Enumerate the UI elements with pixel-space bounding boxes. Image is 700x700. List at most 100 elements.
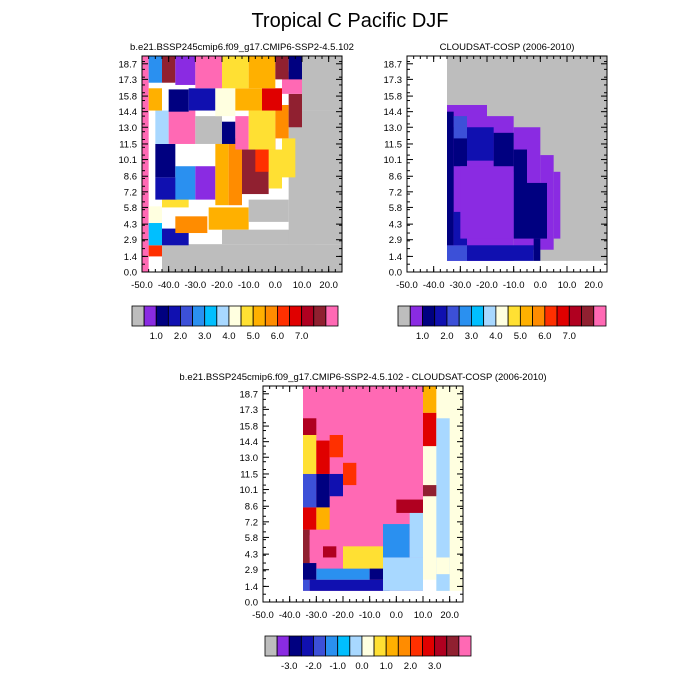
colorbar-label: 4.0 (489, 331, 502, 342)
heatmap-cell (168, 89, 189, 112)
colorbar-box (544, 305, 558, 327)
y-tick-label: 8.6 (124, 172, 137, 183)
y-tick-label: 13.0 (119, 123, 138, 134)
heatmap-cell (329, 434, 343, 458)
panel-title: b.e21.BSSP245cmip6.f09_g17.CMIP6-SSP2-4.… (179, 372, 546, 383)
heatmap-cell (282, 138, 296, 178)
y-tick-label: 17.3 (119, 75, 138, 86)
colorbar-label: 2.0 (174, 331, 187, 342)
x-tick-label: -40.0 (279, 610, 301, 621)
heatmap-cell (513, 149, 527, 239)
colorbar-label: 3.0 (198, 331, 211, 342)
colorbar-box (458, 635, 472, 657)
colorbar-box (593, 305, 607, 327)
heatmap-cell (527, 182, 547, 239)
colorbar-label: 6.0 (538, 331, 551, 342)
colorbar-box (313, 635, 326, 657)
heatmap-cell (323, 546, 337, 558)
heatmap-cell (533, 238, 541, 261)
colorbar-box (300, 635, 314, 657)
colorbar-box (264, 635, 278, 657)
heatmap-cell (423, 485, 437, 497)
colorbar-box (385, 635, 399, 657)
x-tick-label: 0.0 (390, 610, 403, 621)
y-tick-label: 7.2 (389, 187, 402, 198)
colorbar-box (568, 305, 582, 327)
heatmap-cell (303, 579, 310, 591)
x-tick-label: 20.0 (584, 280, 603, 291)
x-tick-label: -20.0 (476, 280, 498, 291)
y-tick-label: 1.4 (245, 582, 258, 593)
y-tick-label: 10.1 (384, 155, 403, 166)
heatmap-cell (303, 429, 317, 474)
heatmap-cell (208, 207, 249, 230)
x-tick-label: 0.0 (269, 280, 282, 291)
y-tick-label: 14.4 (384, 107, 403, 118)
colorbar-label: -3.0 (281, 661, 297, 672)
colorbar-box (581, 305, 595, 327)
heatmap-cell (215, 127, 229, 206)
heatmap-cell (268, 149, 282, 189)
colorbar-box (434, 305, 448, 327)
colorbar-box (446, 305, 460, 327)
x-tick-label: -50.0 (252, 610, 274, 621)
heatmap-cell (148, 245, 162, 257)
x-tick-label: -50.0 (396, 280, 418, 291)
colorbar-box (277, 305, 290, 327)
colorbar-label: 1.0 (150, 331, 163, 342)
colorbar-box (325, 635, 339, 657)
heatmap-cell (303, 563, 317, 580)
y-tick-label: 5.8 (124, 203, 137, 214)
heatmap-cell (303, 473, 317, 508)
heatmap-cell (155, 143, 176, 178)
heatmap-cell (396, 499, 423, 513)
colorbar-box (240, 305, 254, 327)
heatmap-cell (248, 56, 276, 89)
colorbar-box (288, 635, 302, 657)
y-tick-label: 0.0 (245, 598, 258, 609)
heatmap-cell (228, 138, 242, 206)
y-tick-label: 11.5 (240, 469, 258, 480)
heatmap-cell (188, 88, 216, 111)
heatmap-cell (148, 56, 162, 83)
colorbar-label: -2.0 (305, 661, 321, 672)
heatmap-cell (436, 557, 450, 575)
colorbar-box (410, 635, 423, 657)
y-tick-label: 11.5 (119, 139, 137, 150)
heatmap-cell (303, 418, 317, 435)
y-tick-label: 4.3 (245, 550, 258, 561)
colorbar-box (532, 305, 546, 327)
y-tick-label: 18.7 (240, 389, 259, 400)
heatmap-cell (302, 56, 342, 111)
heatmap-cell (142, 56, 149, 272)
heatmap-cell (235, 88, 262, 111)
colorbar-box (252, 305, 266, 327)
y-tick-label: 7.2 (245, 517, 258, 528)
heatmap-cell (248, 199, 289, 222)
colorbar-box (397, 305, 411, 327)
y-tick-label: 4.3 (389, 220, 402, 231)
colorbar-label: -1.0 (330, 661, 346, 672)
heatmap-cell (383, 557, 423, 591)
x-tick-label: 20.0 (440, 610, 459, 621)
colorbar-box (155, 305, 169, 327)
colorbar-box (446, 635, 460, 657)
heatmap-cell (288, 56, 302, 80)
colorbar-box (313, 305, 327, 327)
y-tick-label: 11.5 (384, 139, 402, 150)
x-tick-label: -20.0 (332, 610, 354, 621)
colorbar-box (131, 305, 145, 327)
x-tick-label: -20.0 (211, 280, 233, 291)
x-tick-label: -50.0 (131, 280, 153, 291)
y-tick-label: 5.8 (389, 203, 402, 214)
y-tick-label: 13.0 (384, 123, 403, 134)
y-tick-label: 5.8 (245, 533, 258, 544)
heatmap-cell (148, 223, 162, 246)
x-tick-label: 0.0 (534, 280, 547, 291)
heatmap-cell (423, 386, 437, 413)
colorbar-label: 6.0 (271, 331, 284, 342)
heatmap-cell (222, 56, 249, 89)
heatmap-cell (316, 473, 330, 508)
colorbar-box (409, 305, 423, 327)
